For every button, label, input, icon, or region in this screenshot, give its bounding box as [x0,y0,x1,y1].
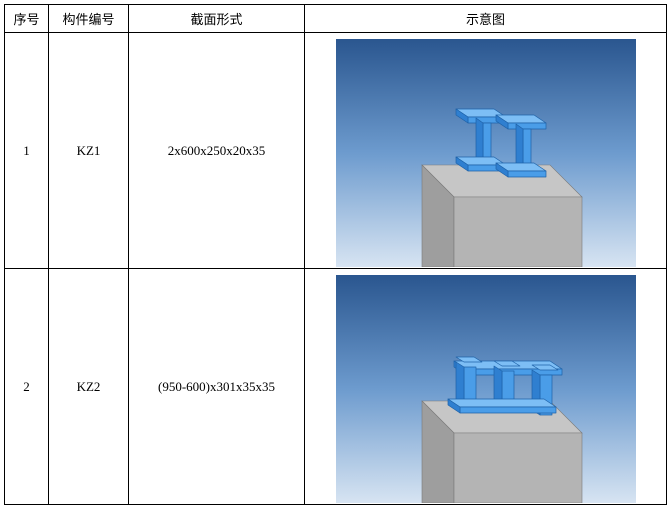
cell-code: KZ2 [49,269,129,505]
cell-section: 2x600x250x20x35 [129,33,305,269]
cell-index: 1 [5,33,49,269]
table-header-row: 序号 构件编号 截面形式 示意图 [5,5,667,33]
cell-code: KZ1 [49,33,129,269]
cell-section: (950-600)x301x35x35 [129,269,305,505]
col-header-index: 序号 [5,5,49,33]
col-header-section: 截面形式 [129,5,305,33]
col-header-diagram: 示意图 [305,5,667,33]
col-header-code: 构件编号 [49,5,129,33]
diagram-row-2 [336,275,636,503]
table-row: 1 KZ1 2x600x250x20x35 [5,33,667,269]
table-row: 2 KZ2 (950-600)x301x35x35 [5,269,667,505]
diagram-row-1 [336,39,636,267]
component-table: 序号 构件编号 截面形式 示意图 1 KZ1 2x600x250x20x35 [4,4,667,505]
cell-index: 2 [5,269,49,505]
cell-diagram [305,269,667,505]
cell-diagram [305,33,667,269]
